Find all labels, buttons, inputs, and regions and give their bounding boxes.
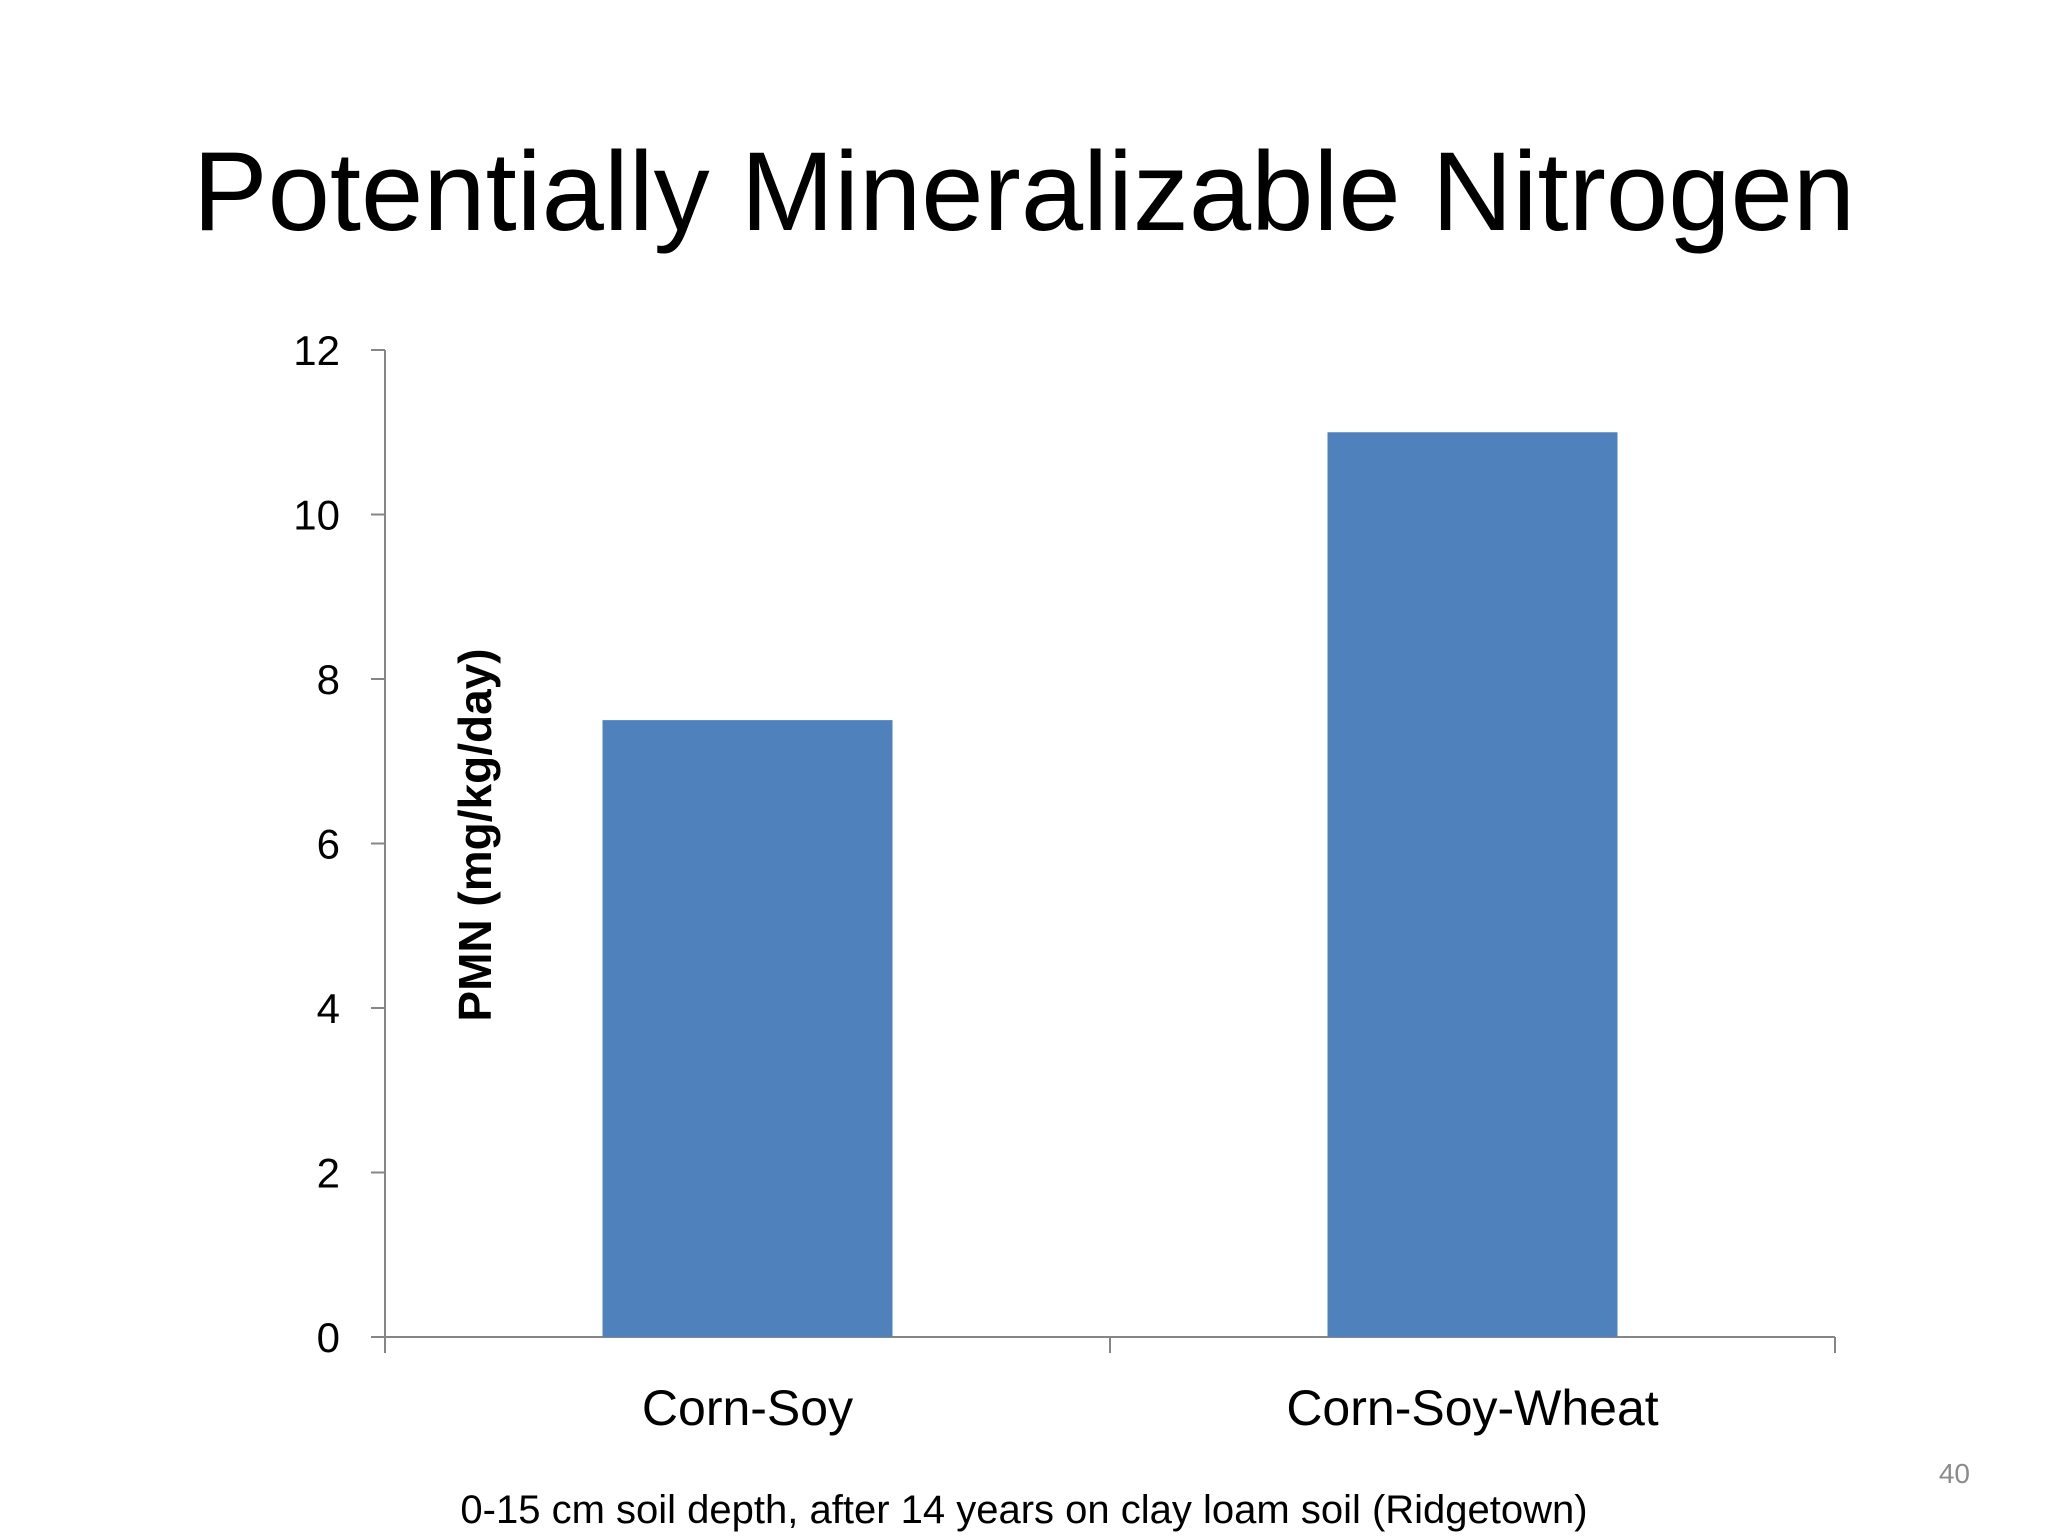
slide-number: 40	[1938, 1458, 1970, 1489]
chart-bars	[602, 432, 1618, 1337]
x-category-label: Corn-Soy	[642, 1380, 853, 1436]
slide-footnote: 0-15 cm soil depth, after 14 years on cl…	[460, 1488, 1588, 1532]
y-tick-label: 6	[317, 821, 340, 868]
x-category-label: Corn-Soy-Wheat	[1286, 1380, 1658, 1436]
y-tick-label: 12	[293, 327, 340, 374]
bar-corn-soy-wheat	[1327, 432, 1618, 1337]
y-tick-label: 10	[293, 492, 340, 539]
chart-labels: 0 2 4 6 8 10 12 Corn-Soy Corn-Soy-Wheat	[293, 327, 1658, 1436]
y-tick-label: 0	[317, 1314, 340, 1361]
y-tick-label: 4	[317, 985, 340, 1032]
y-axis-label: PMN (mg/kg/day)	[449, 648, 501, 1022]
bar-corn-soy	[602, 720, 893, 1337]
slide-title: Potentially Mineralizable Nitrogen	[192, 129, 1856, 254]
y-tick-label: 2	[317, 1150, 340, 1197]
y-tick-label: 8	[317, 656, 340, 703]
